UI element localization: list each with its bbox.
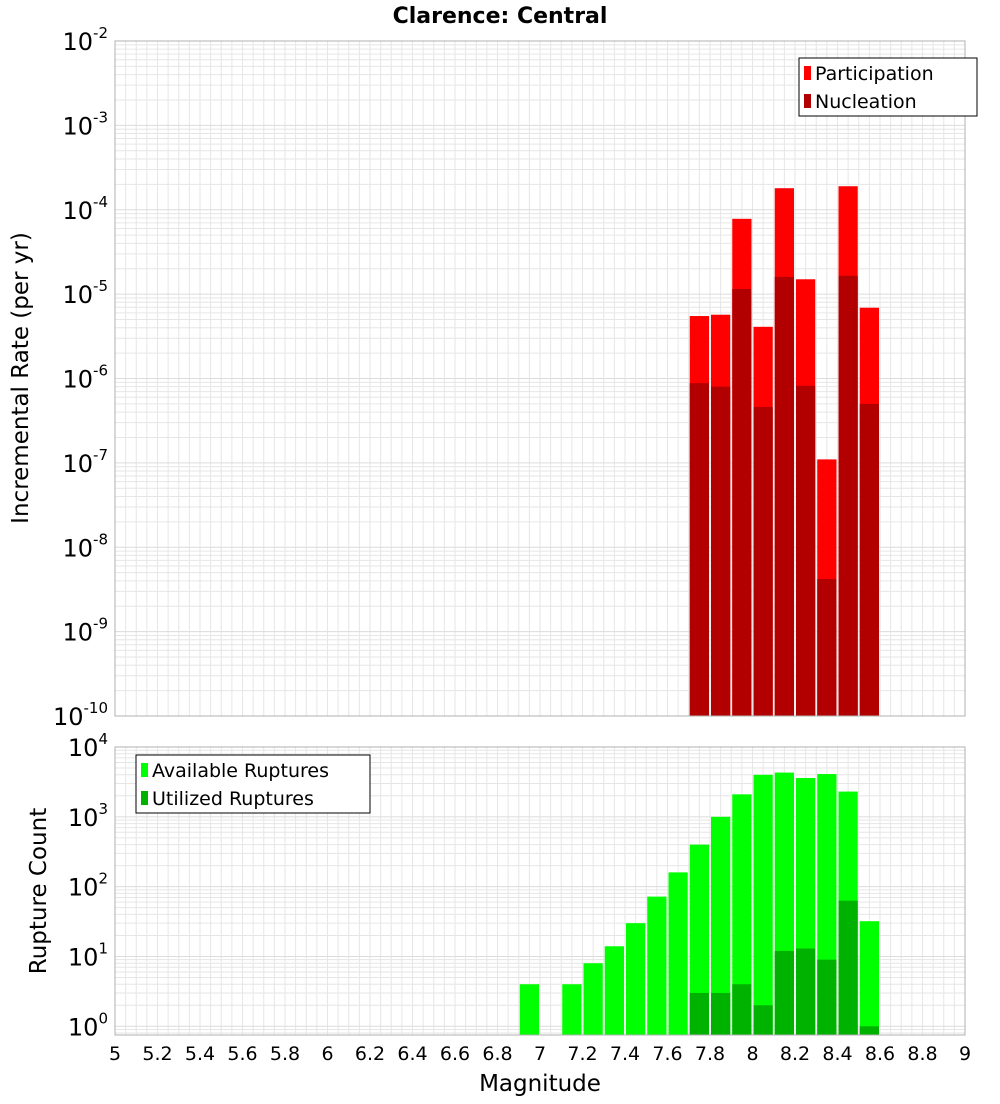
rate-y-tick-label: 10-4	[62, 193, 108, 225]
count-plot-frame	[114, 746, 966, 1036]
x-tick-label: 5.6	[227, 1043, 257, 1065]
rate-grid	[114, 41, 966, 717]
rate-y-tick-label: 10-5	[62, 277, 108, 309]
count-legend-swatch	[141, 763, 148, 777]
count-legend-swatch	[141, 791, 148, 805]
rate-panel: 10-10 10-9 10-8 10-7 10-6 10-5 10-4 10-3 10-2 In…	[8, 24, 978, 731]
count-bar-available	[753, 774, 773, 1035]
count-bar-utilized	[753, 1005, 773, 1035]
count-legend-label: Utilized Ruptures	[152, 788, 314, 810]
count-y-tick-label: 101	[68, 939, 108, 971]
rate-y-tick-label: 10-8	[62, 530, 108, 562]
rate-legend: Participation Nucleation	[798, 57, 978, 117]
rate-bar-nucleation	[753, 406, 773, 716]
rate-y-tick-label: 10-3	[62, 108, 108, 140]
x-tick-label: 5.8	[270, 1043, 300, 1065]
count-bar-utilized	[774, 950, 794, 1035]
x-tick-label: 5.2	[142, 1043, 172, 1065]
count-bar-available	[519, 984, 539, 1035]
x-tick-label: 8.6	[865, 1043, 895, 1065]
count-panel: 100 101 102 103 104 Rupture Count Available …	[26, 730, 966, 1041]
rate-plot-frame	[114, 40, 966, 717]
x-tick-label: 6.4	[397, 1043, 427, 1065]
rate-bar-nucleation	[689, 383, 709, 716]
x-tick-label: 6.8	[482, 1043, 512, 1065]
count-bar-available	[711, 816, 731, 1035]
count-bar-utilized	[859, 1026, 879, 1035]
rate-y-tick-label: 10-10	[53, 699, 108, 731]
x-tick-label: 6	[321, 1043, 333, 1065]
rate-bar-nucleation	[838, 275, 858, 716]
count-y-tick-label: 103	[68, 800, 108, 832]
count-y-tick-label: 100	[68, 1009, 108, 1041]
count-bars	[519, 772, 879, 1035]
x-tick-label: 8.4	[822, 1043, 852, 1065]
chart-title: Clarence: Central	[393, 4, 608, 29]
x-tick-label: 7	[534, 1043, 546, 1065]
rate-bar-nucleation	[859, 403, 879, 716]
rate-legend-swatch	[804, 66, 811, 80]
rate-legend-label: Participation	[815, 63, 934, 85]
count-bar-available	[604, 946, 624, 1035]
count-bar-utilized	[689, 992, 709, 1035]
x-axis-label: Magnitude	[479, 1071, 601, 1097]
count-y-tick-label: 102	[68, 870, 108, 902]
count-bar-utilized	[817, 959, 837, 1035]
count-bar-utilized	[838, 900, 858, 1035]
count-bar-utilized	[732, 984, 752, 1035]
count-legend-box	[135, 754, 371, 814]
rate-bar-nucleation	[796, 385, 816, 716]
count-bar-available	[859, 921, 879, 1035]
x-tick-label: 5.4	[185, 1043, 215, 1065]
rate-y-tick-label: 10-2	[62, 24, 108, 56]
rate-y-axis-label: Incremental Rate (per yr)	[8, 232, 34, 524]
rate-y-tick-label: 10-9	[62, 615, 108, 647]
x-tick-label: 8.2	[780, 1043, 810, 1065]
x-tick-label: 6.6	[440, 1043, 470, 1065]
rate-bar-nucleation	[711, 386, 731, 716]
x-tick-label: 7.8	[695, 1043, 725, 1065]
count-bar-available	[562, 984, 582, 1035]
rate-bar-nucleation	[774, 276, 794, 716]
x-tick-label: 5	[109, 1043, 121, 1065]
x-tick-label: 6.2	[355, 1043, 385, 1065]
count-legend: Available Ruptures Utilized Ruptures	[135, 754, 371, 814]
rate-bar-nucleation	[732, 289, 752, 716]
rate-y-tick-label: 10-7	[62, 446, 108, 478]
rate-y-tick-label: 10-6	[62, 362, 108, 394]
count-bar-utilized	[711, 992, 731, 1035]
count-legend-label: Available Ruptures	[152, 760, 329, 782]
count-y-tick-label: 104	[68, 730, 108, 762]
rate-legend-swatch	[804, 94, 811, 108]
count-bar-available	[647, 896, 667, 1035]
count-y-ticks: 100 101 102 103 104	[68, 730, 108, 1041]
count-bar-utilized	[796, 948, 816, 1035]
x-tick-label: 8	[746, 1043, 758, 1065]
x-tick-label: 7.6	[652, 1043, 682, 1065]
rate-legend-label: Nucleation	[815, 91, 917, 113]
count-bar-available	[732, 794, 752, 1035]
count-y-axis-label: Rupture Count	[26, 808, 52, 974]
rate-legend-box	[798, 57, 978, 117]
count-bar-available	[668, 872, 688, 1035]
rate-bar-nucleation	[817, 579, 837, 716]
x-tick-label: 8.8	[907, 1043, 937, 1065]
count-bar-available	[626, 923, 646, 1035]
x-tick-label: 7.2	[567, 1043, 597, 1065]
x-tick-label: 9	[959, 1043, 971, 1065]
count-bar-available	[689, 844, 709, 1035]
x-ticks: 5 5.2 5.4 5.6 5.8 6 6.2 6.4 6.6 6.8 7 7.2 7.4 7.6 7.8 8…	[109, 1043, 971, 1065]
rate-y-ticks: 10-10 10-9 10-8 10-7 10-6 10-5 10-4 10-3 10-2	[53, 24, 108, 731]
x-tick-label: 7.4	[610, 1043, 640, 1065]
count-bar-available	[583, 963, 603, 1035]
rate-bars	[689, 186, 879, 717]
